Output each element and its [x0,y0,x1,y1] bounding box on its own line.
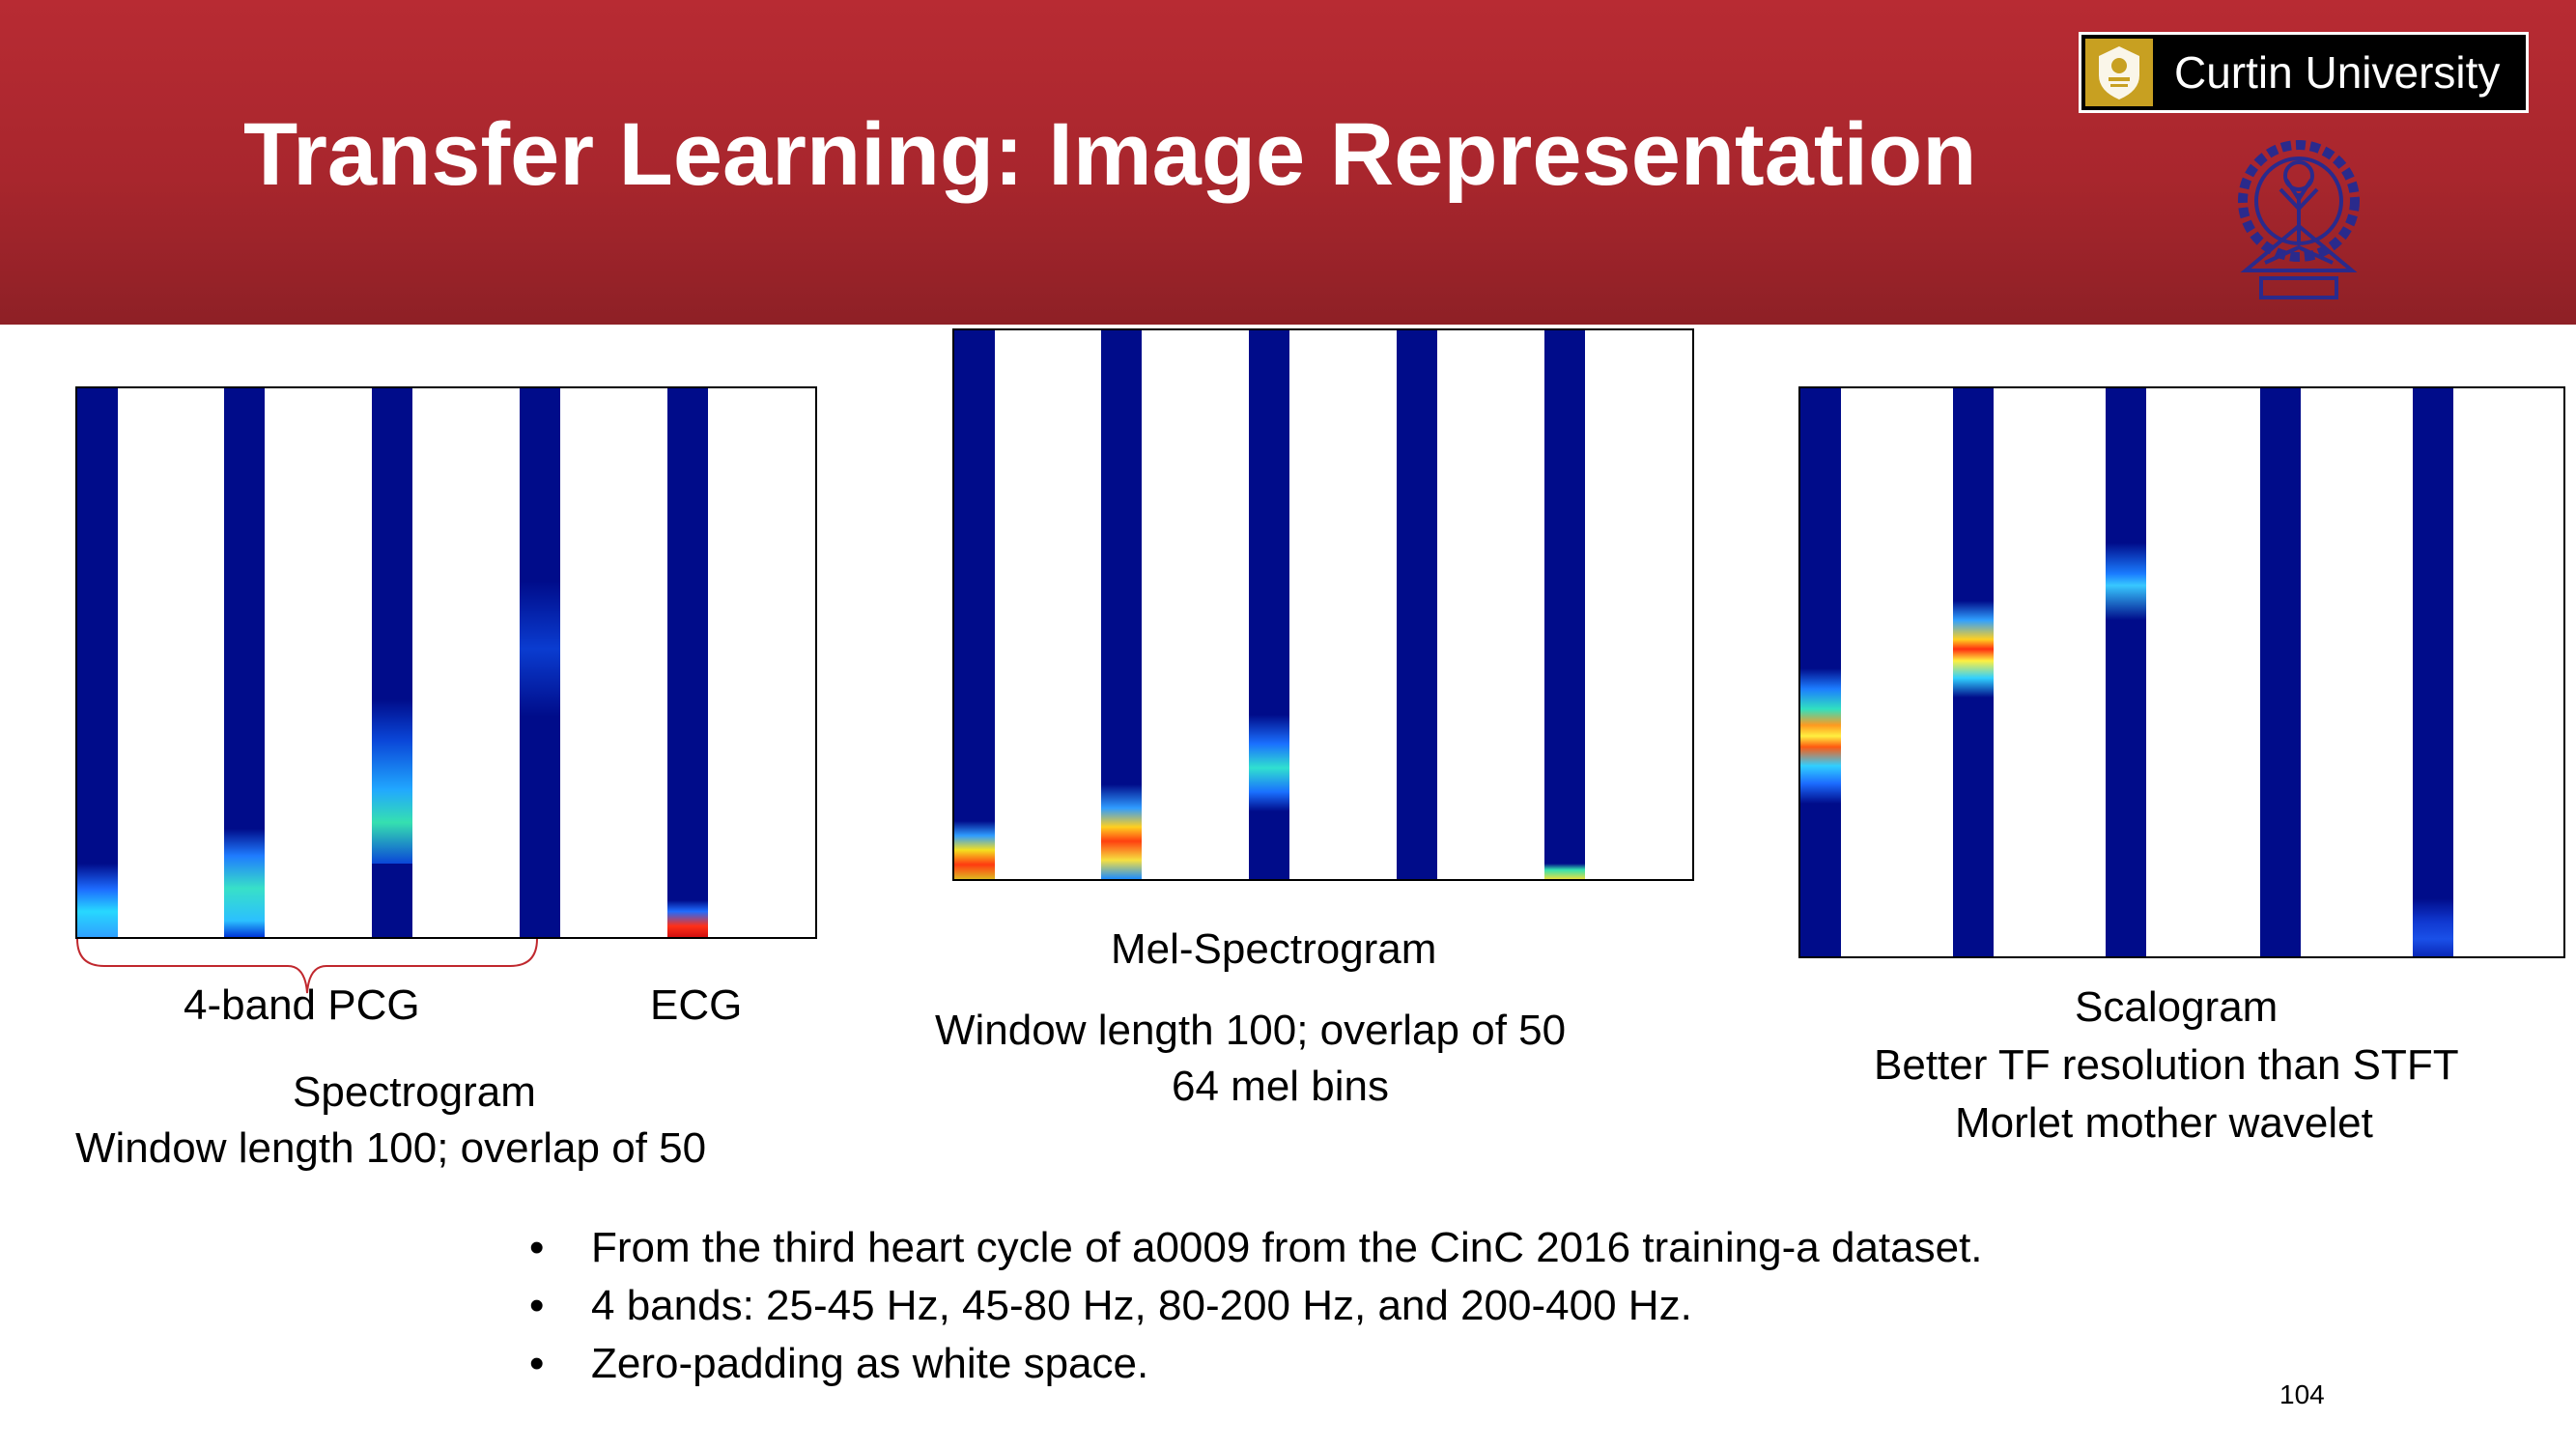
spectrogram-band-4 [520,388,560,937]
curtin-crest-icon [2085,39,2153,106]
bullet-item: Zero-padding as white space. [529,1335,1983,1393]
scalogram-band-3 [2106,388,2146,956]
mel-caption-title: Mel-Spectrogram [1111,925,1437,973]
scalogram-band-2 [1953,388,1994,956]
scalogram-caption-line-1: Better TF resolution than STFT [1874,1041,2459,1089]
scalogram-band-4 [2260,388,2301,956]
institute-seal-icon [2226,126,2371,305]
spectrogram-band-1 [77,388,118,937]
mel-band-2 [1101,330,1142,879]
scalogram-caption-title: Scalogram [2075,983,2279,1031]
spectrogram-band-2 [224,388,265,937]
spectrogram-caption-line: Window length 100; overlap of 50 [75,1124,707,1172]
mel-band-3 [1249,330,1289,879]
scalogram-image [1798,386,2565,958]
page-number: 104 [2279,1379,2325,1409]
spectrogram-band-3 [372,388,412,937]
mel-band-ecg [1544,330,1585,879]
scalogram-band-1 [1800,388,1841,956]
scalogram-ecg [2413,388,2453,956]
mel-caption-line-2: 64 mel bins [1172,1063,1390,1110]
ecg-label: ECG [650,981,743,1029]
mel-band-1 [954,330,995,879]
mel-spectrogram-image [952,328,1694,881]
mel-band-4 [1397,330,1437,879]
pcg-label: 4-band PCG [184,981,420,1029]
curtin-logo: Curtin University [2079,32,2529,113]
scalogram-caption-line-2: Morlet mother wavelet [1955,1099,2373,1147]
spectrogram-image [75,386,817,939]
bullet-item: From the third heart cycle of a0009 from… [529,1219,1983,1277]
pcg-bracket [76,938,538,994]
spectrogram-ecg [667,388,708,937]
mel-caption-line-1: Window length 100; overlap of 50 [935,1007,1567,1054]
bullet-list: From the third heart cycle of a0009 from… [529,1219,1983,1393]
spectrogram-caption-title: Spectrogram [293,1068,536,1116]
slide-title: Transfer Learning: Image Representation [243,105,1977,204]
curtin-logo-text: Curtin University [2174,47,2501,98]
bullet-item: 4 bands: 25-45 Hz, 45-80 Hz, 80-200 Hz, … [529,1277,1983,1335]
